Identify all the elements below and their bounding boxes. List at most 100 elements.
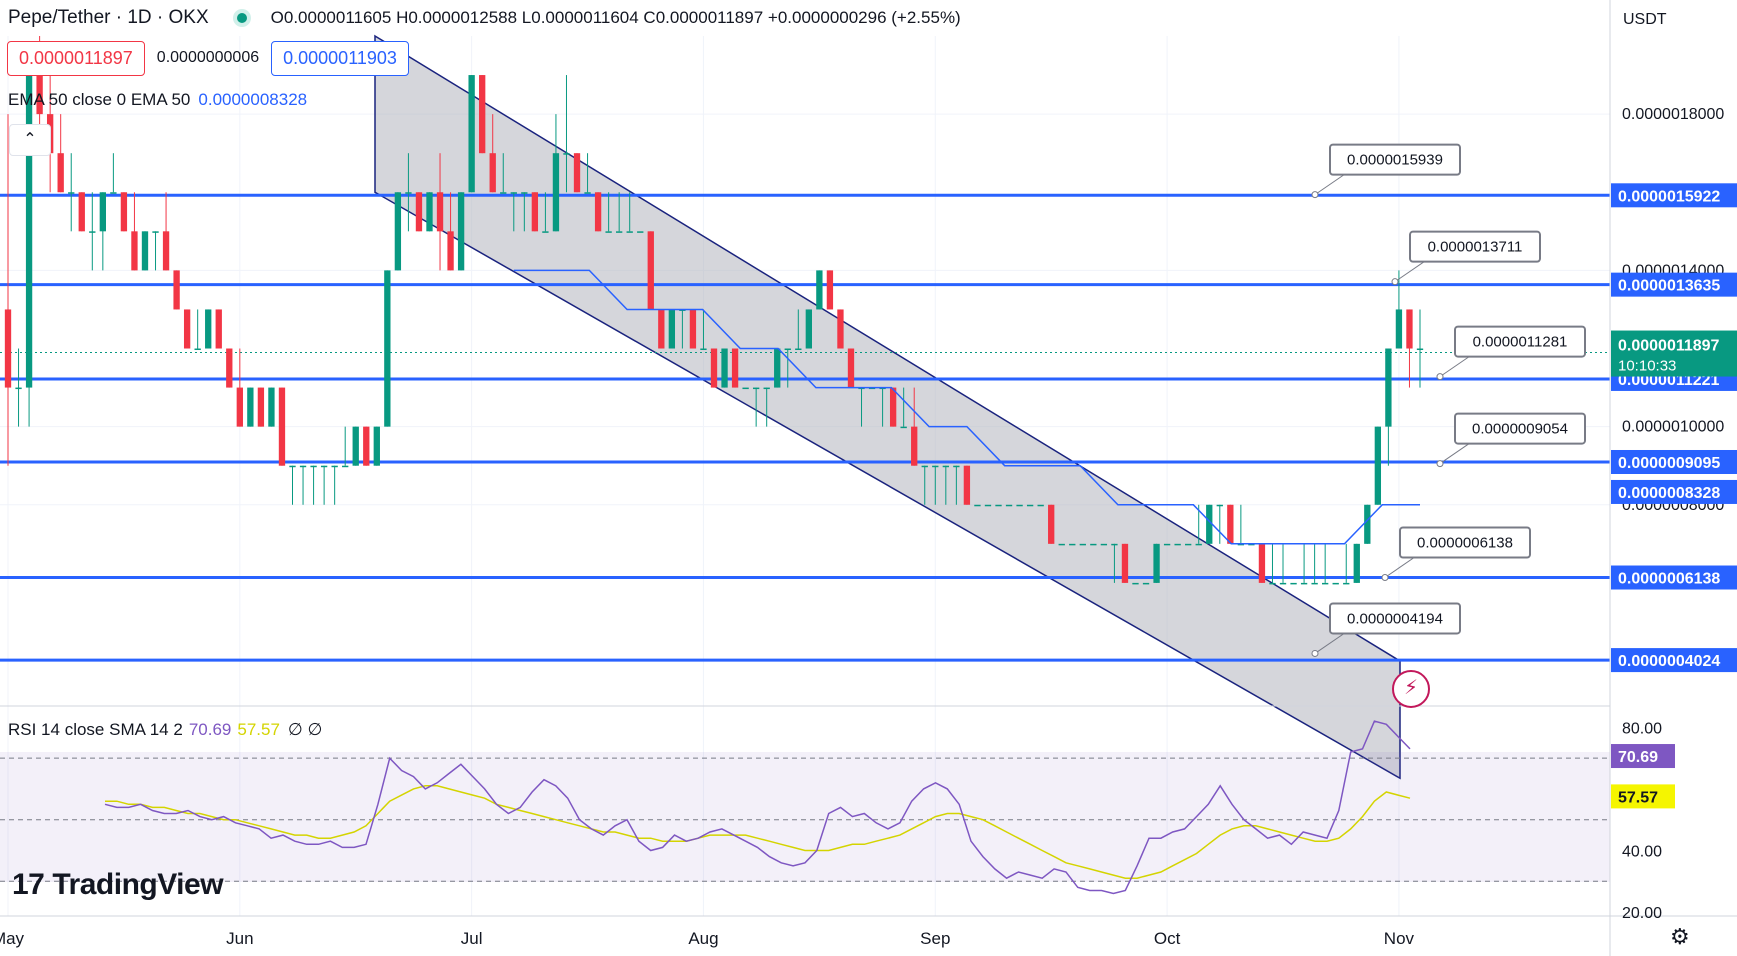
level-label-bg — [1611, 648, 1737, 673]
candle-body — [436, 192, 444, 232]
rsi-sma-label-bg — [1611, 784, 1675, 809]
candle-body — [363, 426, 370, 466]
candle-body — [573, 153, 581, 193]
level-label: 0.0000004024 — [1618, 653, 1720, 670]
ema-price-label-bg — [1611, 479, 1737, 504]
candle-body — [1406, 309, 1413, 349]
candle-body — [795, 348, 802, 351]
rsi-tick-label: 80.00 — [1622, 720, 1662, 737]
last-price-label-bg — [1611, 330, 1737, 377]
candle-body — [668, 309, 676, 349]
spread-value: 0.0000000006 — [156, 49, 260, 66]
candle-body — [510, 192, 517, 194]
last-price-label: 0.0000011897 — [1618, 338, 1720, 355]
level-label-bg — [1611, 565, 1737, 590]
candle-body — [415, 192, 423, 232]
candle-body — [932, 465, 939, 468]
time-tick-label: Jul — [461, 929, 483, 948]
callouts: 0.0000015939 0.0000013711 0.0000011281 0.00… — [1311, 143, 1586, 657]
candle-body — [57, 153, 64, 193]
sell-price-button[interactable]: 0.0000011897 — [7, 40, 145, 76]
candle-body — [1185, 543, 1192, 546]
candle-body — [1290, 582, 1297, 585]
candle-body — [995, 504, 1002, 507]
candle-body — [1416, 348, 1424, 351]
collapse-legend-button[interactable]: ⌃ — [9, 124, 51, 156]
currency-selector[interactable]: USDT — [1623, 11, 1667, 28]
callout-box — [1329, 602, 1461, 635]
tradingview-logo[interactable]: 17 TradingView — [12, 868, 224, 902]
candle-body — [1174, 543, 1181, 546]
candle-body — [1206, 504, 1213, 544]
candle-body — [921, 465, 928, 468]
candle-body — [1111, 543, 1118, 546]
candle-body — [953, 465, 960, 468]
callout-anchor — [1436, 460, 1444, 468]
candle-body — [215, 309, 222, 349]
candle-body — [1258, 543, 1266, 583]
candle-body — [1048, 504, 1055, 544]
candle-body — [1237, 543, 1245, 546]
rsi-value-label: 70.69 — [1618, 749, 1658, 766]
candle-body — [194, 348, 201, 351]
horizontal-levels — [0, 193, 1610, 662]
countdown-label: 10:10:33 — [1618, 358, 1676, 375]
candle-body — [299, 465, 307, 468]
level-label-bg — [1611, 272, 1737, 297]
candle-body — [384, 270, 391, 427]
callout-anchor — [1391, 278, 1399, 286]
ema-50-line — [513, 269, 1420, 545]
symbol-title[interactable]: Pepe/Tether · 1D · OKX — [8, 7, 209, 28]
rsi-band-lines — [0, 757, 1610, 882]
candle-body — [1322, 582, 1329, 585]
ema-legend[interactable]: EMA 50 close 0 EMA 50 0.0000008328 — [8, 90, 307, 110]
callout-anchor — [1311, 191, 1319, 199]
candle-body — [689, 309, 697, 349]
candle-body — [805, 309, 812, 349]
candle-body — [963, 465, 971, 505]
candle-body — [236, 387, 243, 427]
rsi-legend[interactable]: RSI 14 close SMA 14 2 70.69 57.57 ∅ ∅ — [8, 720, 322, 740]
candle-body — [1153, 543, 1160, 583]
candle-body — [289, 465, 296, 468]
candle-body — [247, 387, 254, 427]
candle-body — [1311, 582, 1318, 585]
level-price-labels: 0.00000159220.00000136350.00000112210.00… — [1611, 183, 1737, 673]
candle-body — [1385, 348, 1392, 427]
callout-label: 0.0000011281 — [1473, 334, 1568, 351]
candle-body — [426, 192, 433, 232]
settings-icon[interactable]: ⚙ — [1670, 924, 1690, 949]
candle-body — [1248, 543, 1255, 546]
candle-body — [152, 231, 159, 233]
rsi-tick-label: 20.00 — [1622, 905, 1662, 922]
chart-header: Pepe/Tether · 1D · OKX O0.0000011605 H0.… — [0, 0, 961, 36]
candle-body — [1079, 543, 1086, 546]
price-tick-label: 0.0000018000 — [1622, 106, 1724, 123]
candle-body — [1353, 543, 1360, 583]
chevron-up-icon: ⌃ — [23, 131, 37, 148]
candle-body — [1121, 543, 1129, 583]
candle-body — [784, 348, 791, 351]
callout-anchor — [1311, 649, 1319, 657]
ema-value: 0.0000008328 — [198, 90, 308, 109]
callout-box — [1409, 230, 1541, 263]
candle-body — [183, 309, 191, 349]
buy-price-button[interactable]: 0.0000011903 — [271, 40, 409, 76]
candle-body — [594, 192, 602, 232]
candle-body — [710, 348, 718, 388]
candle-body — [331, 465, 338, 468]
candle-body — [1058, 543, 1065, 546]
descending-channel[interactable] — [374, 34, 1401, 780]
lightning-icon[interactable]: ⚡ — [1392, 670, 1430, 708]
candle-body — [626, 231, 633, 233]
trade-price-boxes: 0.0000011897 0.0000000006 0.0000011903 — [7, 40, 409, 76]
candle-body — [479, 75, 486, 154]
candle-body — [731, 348, 739, 388]
callout-label: 0.0000006138 — [1417, 535, 1513, 552]
candle-body — [584, 192, 591, 194]
candle-body — [1005, 504, 1013, 507]
ema-label: EMA 50 close 0 EMA 50 — [8, 90, 191, 109]
candle-body — [637, 231, 644, 233]
candle-body — [457, 192, 465, 271]
